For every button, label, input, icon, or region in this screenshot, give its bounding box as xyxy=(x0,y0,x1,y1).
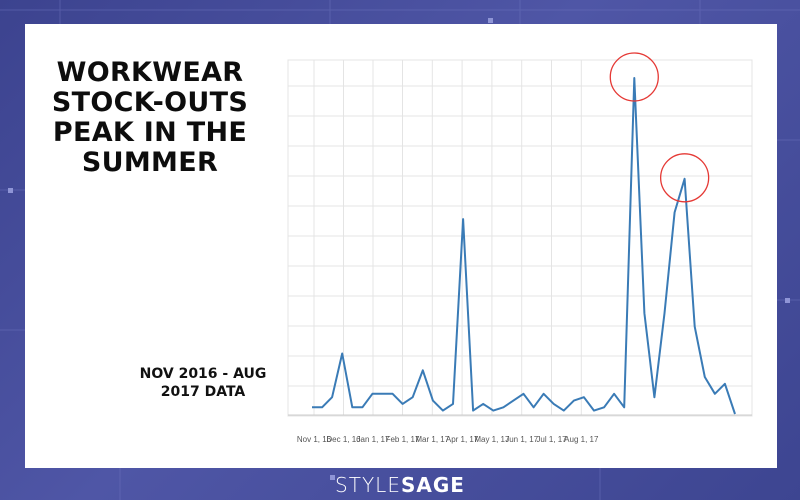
x-tick-label: Nov 1, 16 xyxy=(297,435,332,444)
headline: WORKWEAR STOCK-OUTS PEAK IN THE SUMMER xyxy=(40,58,260,178)
date-range-line-1: NOV 2016 - AUG xyxy=(139,366,267,382)
headline-line-4: SUMMER xyxy=(81,147,219,178)
headline-line-2: STOCK-OUTS xyxy=(51,87,249,118)
plot-frame xyxy=(287,59,753,417)
date-range-line-2: 2017 DATA xyxy=(160,384,246,400)
x-tick-label: Aug 1, 17 xyxy=(564,435,599,444)
stylesage-logo: STYLESAGE xyxy=(0,470,800,500)
series-line xyxy=(312,77,736,415)
x-tick-label: Jan 1, 17 xyxy=(357,435,390,444)
x-tick-label: Dec 1, 16 xyxy=(326,435,361,444)
x-tick-label: Jun 1, 17 xyxy=(505,435,538,444)
logo-part-2: SAGE xyxy=(400,473,465,497)
peak-highlight-circle xyxy=(659,153,710,203)
peak-highlight-circle xyxy=(609,52,659,102)
x-tick-label: May 1, 17 xyxy=(474,435,510,444)
x-tick-label: Apr 1, 17 xyxy=(446,435,479,444)
x-tick-label: Feb 1, 17 xyxy=(386,435,420,444)
headline-line-1: WORKWEAR xyxy=(56,57,244,88)
date-range-caption: NOV 2016 - AUG 2017 DATA xyxy=(128,365,278,401)
logo-part-1: STYLE xyxy=(335,473,401,497)
headline-line-3: PEAK IN THE xyxy=(52,117,248,148)
x-tick-label: Jul 1, 17 xyxy=(536,435,567,444)
x-tick-label: Mar 1, 17 xyxy=(415,435,449,444)
content-panel xyxy=(25,24,777,468)
